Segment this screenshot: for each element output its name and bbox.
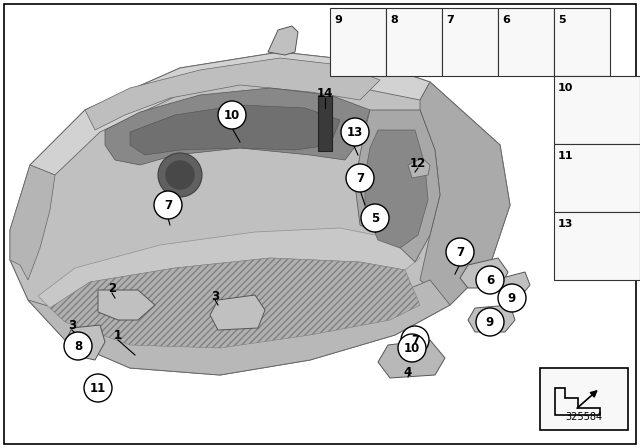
Text: 7: 7 [164, 198, 172, 211]
Polygon shape [10, 52, 510, 375]
Circle shape [166, 161, 194, 189]
Circle shape [218, 101, 246, 129]
Text: 10: 10 [558, 83, 573, 93]
Text: 10: 10 [404, 341, 420, 354]
Polygon shape [365, 130, 428, 248]
Bar [554, 76, 640, 144]
Circle shape [158, 153, 202, 197]
Polygon shape [355, 110, 440, 262]
Polygon shape [10, 165, 55, 280]
Polygon shape [30, 52, 430, 175]
Polygon shape [38, 228, 420, 308]
Text: 7: 7 [456, 246, 464, 258]
Polygon shape [460, 258, 508, 288]
Polygon shape [378, 340, 445, 378]
Text: 10: 10 [224, 108, 240, 121]
Bar [554, 8, 610, 76]
Text: 6: 6 [502, 15, 510, 25]
Text: 9: 9 [334, 15, 342, 25]
Circle shape [401, 326, 429, 354]
Text: 14: 14 [317, 86, 333, 99]
Circle shape [398, 334, 426, 362]
Text: 3: 3 [68, 319, 76, 332]
Bar [554, 144, 640, 212]
Polygon shape [408, 158, 430, 178]
Polygon shape [498, 272, 530, 295]
Circle shape [64, 332, 92, 360]
Circle shape [361, 204, 389, 232]
Circle shape [154, 191, 182, 219]
Text: 13: 13 [558, 219, 573, 229]
Bar [498, 8, 554, 76]
Text: 3: 3 [211, 289, 219, 302]
Text: 11: 11 [90, 382, 106, 395]
Bar [318, 96, 332, 151]
Circle shape [476, 266, 504, 294]
Text: 12: 12 [410, 156, 426, 169]
Polygon shape [105, 88, 370, 165]
Text: 9: 9 [486, 315, 494, 328]
Text: 7: 7 [356, 172, 364, 185]
Text: 7: 7 [446, 15, 454, 25]
Polygon shape [85, 58, 380, 130]
Circle shape [446, 238, 474, 266]
Text: 325584: 325584 [565, 412, 603, 422]
Text: 5: 5 [371, 211, 379, 224]
Text: 9: 9 [508, 292, 516, 305]
Circle shape [341, 118, 369, 146]
Bar [554, 212, 640, 280]
Bar [330, 8, 386, 76]
Polygon shape [268, 26, 298, 55]
Circle shape [346, 164, 374, 192]
Polygon shape [50, 258, 420, 348]
Polygon shape [98, 290, 155, 320]
Polygon shape [28, 280, 450, 375]
Text: 11: 11 [558, 151, 573, 161]
Polygon shape [130, 105, 340, 155]
Polygon shape [420, 82, 510, 305]
Bar [442, 8, 498, 76]
Text: 13: 13 [347, 125, 363, 138]
Circle shape [84, 374, 112, 402]
Bar [386, 8, 442, 76]
Text: 8: 8 [74, 340, 82, 353]
Text: 8: 8 [390, 15, 397, 25]
Text: 6: 6 [486, 273, 494, 287]
Text: 7: 7 [411, 333, 419, 346]
Circle shape [476, 308, 504, 336]
Text: 5: 5 [558, 15, 566, 25]
Bar [540, 368, 628, 430]
Text: 1: 1 [114, 328, 122, 341]
Polygon shape [468, 305, 515, 332]
Text: 4: 4 [404, 366, 412, 379]
Polygon shape [65, 325, 105, 360]
Circle shape [498, 284, 526, 312]
Polygon shape [210, 295, 265, 330]
Text: 2: 2 [108, 281, 116, 294]
